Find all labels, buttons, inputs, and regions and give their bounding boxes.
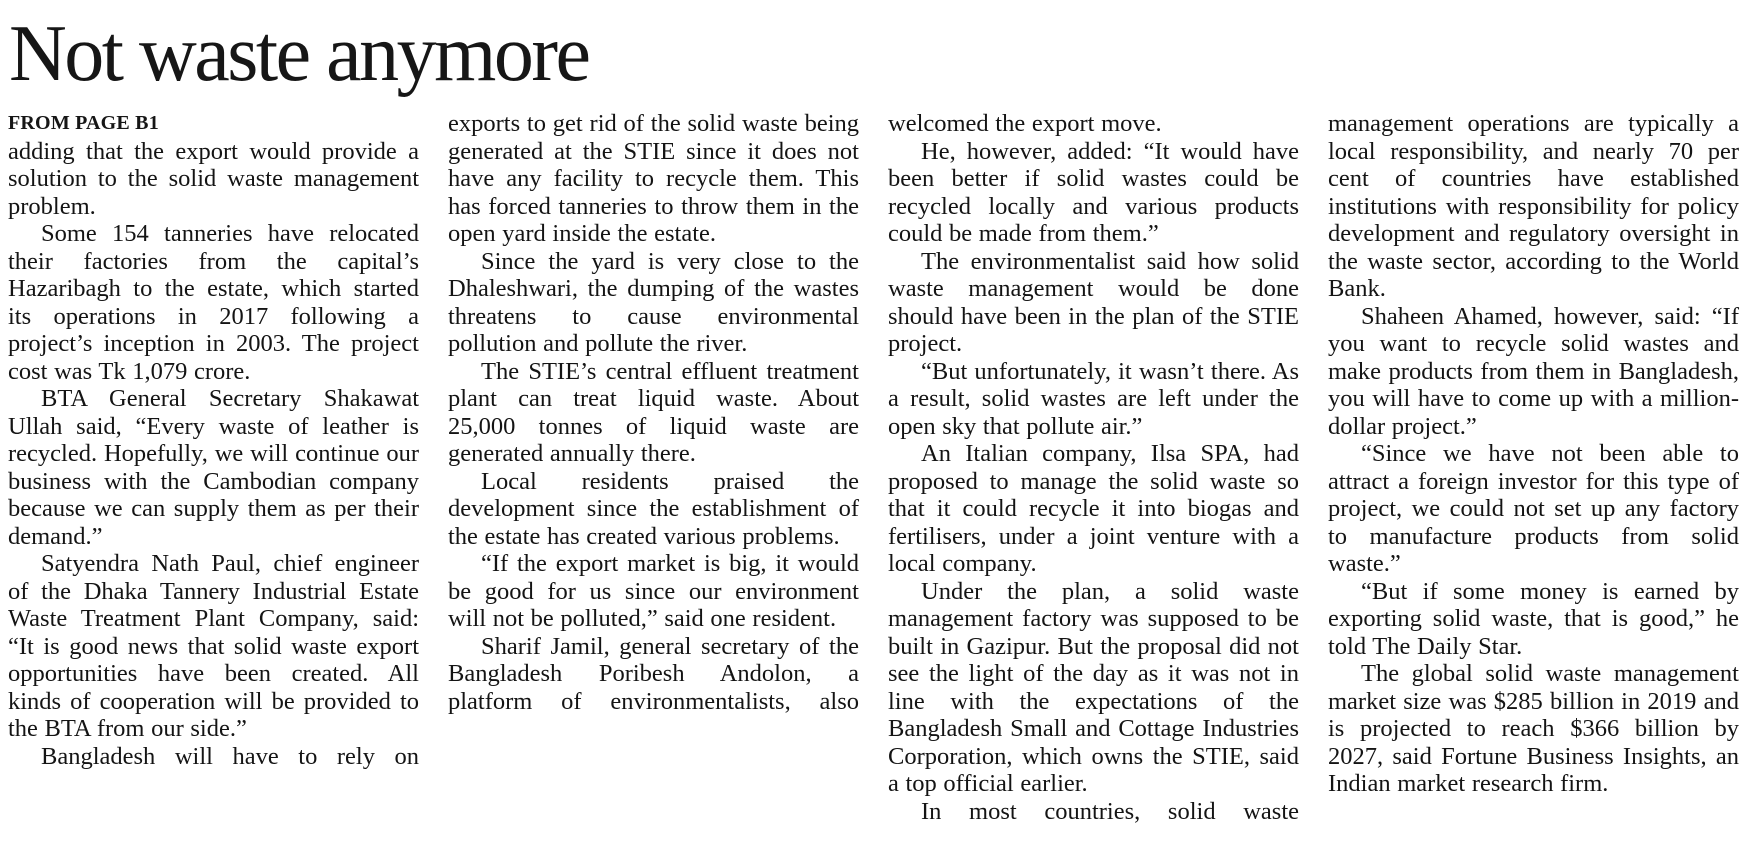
paragraph: Sharif Jamil, general secretary of the B… (448, 632, 859, 715)
paragraph: adding that the export would provide a s… (8, 137, 419, 220)
paragraph: The global solid waste management market… (1328, 660, 1739, 797)
column-3: welcomed the export move. He, however, a… (888, 110, 1299, 825)
paragraph: Local residents praised the development … (448, 467, 859, 550)
paragraph: Under the plan, a solid waste management… (888, 577, 1299, 798)
column-2: exports to get rid of the solid waste be… (448, 110, 859, 825)
column-1: FROM PAGE B1 adding that the export woul… (8, 110, 419, 825)
paragraph: “If the export market is big, it would b… (448, 550, 859, 632)
paragraph: Satyendra Nath Paul, chief engineer of t… (8, 550, 419, 742)
paragraph: welcomed the export move. (888, 110, 1162, 137)
paragraph: He, however, added: “It would have been … (888, 137, 1299, 248)
paragraph: Shaheen Ahamed, however, said: “If you w… (1328, 302, 1739, 440)
paragraph: An Italian company, Ilsa SPA, had propos… (888, 440, 1299, 577)
paragraph: management operations are typically a lo… (1328, 110, 1739, 302)
paragraph: Since the yard is very close to the Dhal… (448, 247, 859, 358)
paragraph: Some 154 tanneries have relocated their … (8, 220, 419, 385)
paragraph: “But unfortunately, it wasn’t there. As … (888, 357, 1299, 440)
paragraph: Bangladesh will have to rely on (41, 742, 419, 770)
continuation-kicker: FROM PAGE B1 (8, 112, 159, 134)
paragraph: exports to get rid of the solid waste be… (448, 110, 859, 247)
article-headline: Not waste anymore (9, 10, 591, 98)
paragraph: BTA General Secretary Shakawat Ullah sai… (8, 385, 419, 550)
paragraph: “But if some money is earned by exportin… (1328, 577, 1739, 660)
paragraph: The environmentalist said how solid wast… (888, 247, 1299, 358)
paragraph: In most countries, solid waste (921, 797, 1299, 825)
paragraph: The STIE’s central effluent treatment pl… (448, 357, 859, 468)
column-4: management operations are typically a lo… (1328, 110, 1739, 825)
article-columns: FROM PAGE B1 adding that the export woul… (8, 110, 1739, 825)
paragraph: “Since we have not been able to attract … (1328, 440, 1739, 577)
